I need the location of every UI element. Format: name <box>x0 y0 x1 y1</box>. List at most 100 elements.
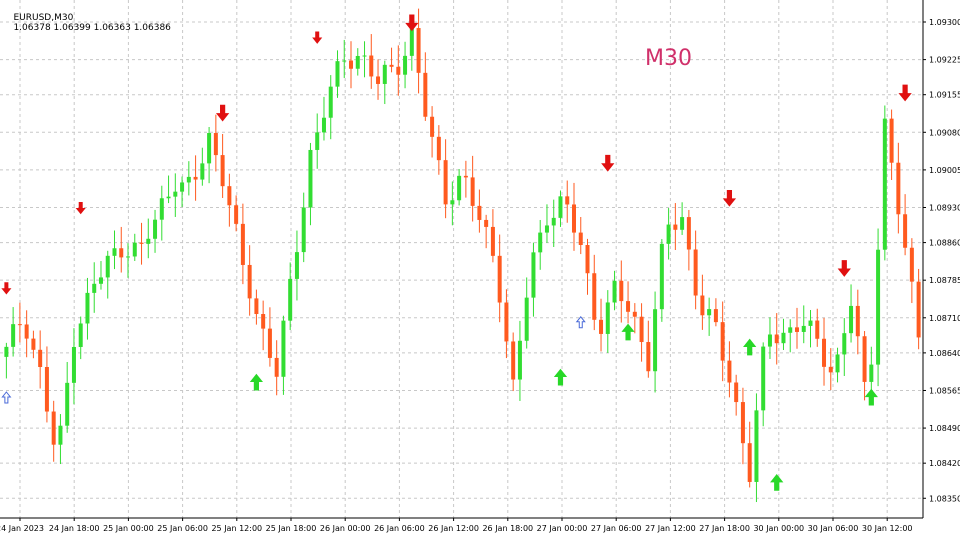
candle[interactable] <box>497 234 502 323</box>
candle[interactable] <box>571 182 576 251</box>
candle[interactable] <box>713 298 718 327</box>
candle[interactable] <box>869 346 874 391</box>
candle[interactable] <box>740 387 745 465</box>
candle[interactable] <box>788 319 793 353</box>
candle[interactable] <box>38 330 43 389</box>
candle[interactable] <box>193 155 198 201</box>
candle[interactable] <box>646 320 651 378</box>
candle[interactable] <box>430 106 435 158</box>
candle[interactable] <box>146 218 151 259</box>
candle[interactable] <box>443 139 448 219</box>
candle[interactable] <box>274 340 279 396</box>
candle[interactable] <box>112 230 117 270</box>
candle[interactable] <box>484 214 489 249</box>
candle[interactable] <box>801 305 806 344</box>
candle[interactable] <box>659 239 664 322</box>
candle[interactable] <box>308 142 313 226</box>
candle[interactable] <box>247 245 252 316</box>
candle[interactable] <box>558 190 563 227</box>
candle[interactable] <box>599 298 604 352</box>
candle[interactable] <box>450 181 455 226</box>
candle[interactable] <box>774 313 779 365</box>
candle[interactable] <box>78 316 83 360</box>
candle[interactable] <box>200 147 205 186</box>
candle[interactable] <box>436 125 441 175</box>
candle[interactable] <box>44 346 49 423</box>
candle[interactable] <box>126 243 131 278</box>
candle[interactable] <box>700 274 705 330</box>
candle[interactable] <box>761 342 766 427</box>
candle[interactable] <box>531 242 536 317</box>
candle[interactable] <box>369 34 374 89</box>
candle[interactable] <box>815 308 820 347</box>
candle[interactable] <box>139 222 144 265</box>
candle[interactable] <box>362 41 367 78</box>
candle[interactable] <box>842 318 847 377</box>
candle[interactable] <box>24 310 29 358</box>
candle[interactable] <box>767 317 772 359</box>
candle[interactable] <box>281 315 286 395</box>
candle[interactable] <box>261 300 266 351</box>
candle[interactable] <box>463 160 468 198</box>
candle[interactable] <box>916 268 921 350</box>
candle[interactable] <box>849 284 854 343</box>
candle[interactable] <box>889 109 894 180</box>
candle[interactable] <box>612 270 617 311</box>
candle[interactable] <box>666 208 671 260</box>
candle[interactable] <box>119 226 124 273</box>
candle[interactable] <box>207 126 212 184</box>
candle[interactable] <box>490 209 495 263</box>
candle[interactable] <box>544 204 549 243</box>
candle[interactable] <box>240 203 245 285</box>
candle[interactable] <box>470 155 475 222</box>
candle[interactable] <box>301 192 306 263</box>
candle[interactable] <box>794 307 799 349</box>
candle[interactable] <box>639 303 644 362</box>
candle[interactable] <box>159 185 164 241</box>
candle[interactable] <box>855 289 860 355</box>
candle[interactable] <box>382 60 387 105</box>
candle[interactable] <box>321 96 326 141</box>
candle[interactable] <box>517 320 522 401</box>
candle[interactable] <box>85 277 90 340</box>
candle[interactable] <box>754 393 759 503</box>
candle[interactable] <box>213 114 218 172</box>
candle[interactable] <box>619 260 624 323</box>
candle[interactable] <box>396 45 401 96</box>
candle[interactable] <box>457 169 462 206</box>
candle[interactable] <box>288 262 293 331</box>
candle[interactable] <box>328 75 333 140</box>
candle[interactable] <box>551 199 556 248</box>
candle[interactable] <box>585 238 590 295</box>
candle[interactable] <box>227 173 232 227</box>
candle[interactable] <box>876 228 881 387</box>
candle[interactable] <box>538 219 543 270</box>
candle[interactable] <box>234 195 239 232</box>
candle[interactable] <box>98 261 103 290</box>
candle[interactable] <box>632 303 637 334</box>
candle[interactable] <box>186 161 191 196</box>
candle[interactable] <box>254 289 259 325</box>
candle[interactable] <box>423 52 428 121</box>
candle[interactable] <box>822 317 827 386</box>
candle[interactable] <box>592 254 597 331</box>
candle[interactable] <box>680 202 685 235</box>
candle[interactable] <box>220 133 225 198</box>
candle[interactable] <box>173 173 178 217</box>
candle[interactable] <box>707 297 712 336</box>
candle[interactable] <box>524 277 529 349</box>
candle[interactable] <box>11 307 16 357</box>
candle[interactable] <box>835 347 840 383</box>
candle[interactable] <box>882 105 887 261</box>
candle[interactable] <box>335 50 340 98</box>
candle[interactable] <box>720 301 725 382</box>
candle[interactable] <box>903 194 908 256</box>
candle[interactable] <box>781 318 786 350</box>
candle[interactable] <box>808 309 813 348</box>
candle[interactable] <box>389 47 394 73</box>
candle[interactable] <box>17 302 22 343</box>
candle[interactable] <box>909 238 914 304</box>
candle[interactable] <box>511 332 516 392</box>
candle[interactable] <box>693 230 698 310</box>
